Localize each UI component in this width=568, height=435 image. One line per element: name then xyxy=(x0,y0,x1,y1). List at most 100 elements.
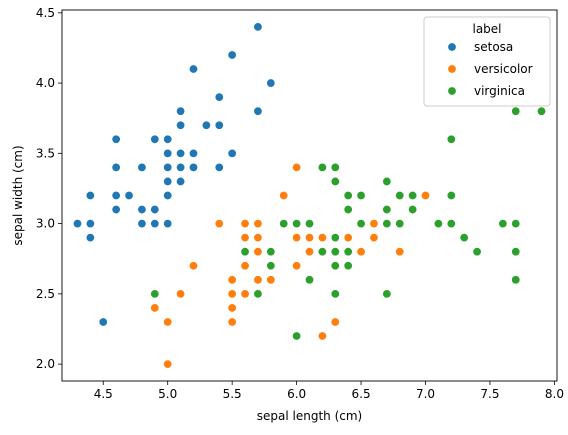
data-point-versicolor xyxy=(163,359,173,369)
data-point-virginica xyxy=(330,289,340,299)
data-point-setosa xyxy=(85,233,95,243)
data-point-virginica xyxy=(511,275,521,285)
data-point-setosa xyxy=(188,162,198,172)
data-point-versicolor xyxy=(227,317,237,327)
x-tick-label: 5.5 xyxy=(223,387,242,401)
data-point-virginica xyxy=(330,162,340,172)
data-point-virginica xyxy=(150,289,160,299)
data-point-setosa xyxy=(85,191,95,201)
data-point-virginica xyxy=(408,205,418,215)
data-point-setosa xyxy=(111,134,121,144)
data-point-versicolor xyxy=(253,219,263,229)
data-point-virginica xyxy=(304,275,314,285)
data-point-setosa xyxy=(188,64,198,74)
data-point-virginica xyxy=(446,219,456,229)
data-point-versicolor xyxy=(150,303,160,313)
data-point-virginica xyxy=(382,289,392,299)
data-point-setosa xyxy=(163,134,173,144)
data-point-virginica xyxy=(459,233,469,243)
data-point-setosa xyxy=(137,219,147,229)
data-point-setosa xyxy=(253,106,263,116)
data-point-setosa xyxy=(266,78,276,88)
data-point-versicolor xyxy=(227,289,237,299)
data-point-virginica xyxy=(433,219,443,229)
data-point-virginica xyxy=(498,219,508,229)
y-tick-label: 3.5 xyxy=(36,146,55,160)
data-point-virginica xyxy=(382,205,392,215)
data-point-setosa xyxy=(124,191,134,201)
data-point-versicolor xyxy=(369,219,379,229)
data-point-versicolor xyxy=(253,247,263,257)
data-point-virginica xyxy=(240,247,250,257)
data-point-setosa xyxy=(176,176,186,186)
data-point-setosa xyxy=(214,120,224,130)
data-point-setosa xyxy=(201,120,211,130)
data-point-virginica xyxy=(266,247,276,257)
data-point-versicolor xyxy=(317,331,327,341)
data-point-versicolor xyxy=(304,247,314,257)
data-point-setosa xyxy=(150,134,160,144)
data-point-versicolor xyxy=(356,247,366,257)
data-point-setosa xyxy=(253,22,263,32)
data-point-virginica xyxy=(343,261,353,271)
data-point-virginica xyxy=(330,247,340,257)
data-point-virginica xyxy=(317,162,327,172)
y-tick-label: 3.0 xyxy=(36,217,55,231)
data-point-virginica xyxy=(511,106,521,116)
data-point-setosa xyxy=(150,219,160,229)
data-point-virginica xyxy=(395,191,405,201)
data-point-versicolor xyxy=(369,233,379,243)
data-point-versicolor xyxy=(253,233,263,243)
data-point-virginica xyxy=(446,191,456,201)
data-point-versicolor xyxy=(421,191,431,201)
data-point-virginica xyxy=(343,205,353,215)
data-point-setosa xyxy=(188,148,198,158)
data-point-versicolor xyxy=(240,261,250,271)
axes-layer: 4.5 5.0 5.5 6.0 6.5 7.0 7.5 8.0 2.0 2.5 3.0 3.5 4.0 4… xyxy=(36,6,564,401)
y-tick-label: 4.0 xyxy=(36,76,55,90)
data-point-setosa xyxy=(111,205,121,215)
data-point-setosa xyxy=(137,162,147,172)
legend-items: setosa versicolor virginica xyxy=(447,40,533,98)
data-point-virginica xyxy=(382,219,392,229)
data-point-versicolor xyxy=(227,303,237,313)
data-point-virginica xyxy=(304,219,314,229)
legend-marker-versicolor xyxy=(447,64,457,74)
legend-label-virginica: virginica xyxy=(474,84,525,98)
legend-marker-virginica xyxy=(447,86,457,96)
data-point-setosa xyxy=(227,50,237,60)
data-point-versicolor xyxy=(240,219,250,229)
data-point-virginica xyxy=(330,176,340,186)
data-point-setosa xyxy=(176,162,186,172)
plot-frame xyxy=(61,9,558,382)
legend-title: label xyxy=(472,22,501,36)
data-point-setosa xyxy=(176,120,186,130)
data-point-setosa xyxy=(98,317,108,327)
data-point-setosa xyxy=(163,191,173,201)
data-point-virginica xyxy=(382,176,392,186)
data-point-versicolor xyxy=(330,317,340,327)
data-point-versicolor xyxy=(304,233,314,243)
x-tick-label: 6.5 xyxy=(352,387,371,401)
data-point-versicolor xyxy=(292,162,302,172)
y-tick-label: 4.5 xyxy=(36,6,55,20)
data-point-setosa xyxy=(137,205,147,215)
data-point-virginica xyxy=(330,233,340,243)
legend-label-setosa: setosa xyxy=(474,40,513,54)
x-tick-label: 8.0 xyxy=(545,387,564,401)
data-point-setosa xyxy=(150,205,160,215)
x-tick-label: 4.5 xyxy=(94,387,113,401)
y-tick-label: 2.0 xyxy=(36,357,55,371)
data-point-versicolor xyxy=(240,233,250,243)
y-axis-label: sepal width (cm) xyxy=(11,145,25,245)
data-point-versicolor xyxy=(292,233,302,243)
data-point-setosa xyxy=(72,219,82,229)
data-point-setosa xyxy=(163,176,173,186)
data-point-versicolor xyxy=(253,275,263,285)
data-point-setosa xyxy=(176,148,186,158)
data-point-virginica xyxy=(356,219,366,229)
data-point-versicolor xyxy=(343,233,353,243)
data-point-setosa xyxy=(163,148,173,158)
data-point-versicolor xyxy=(279,191,289,201)
